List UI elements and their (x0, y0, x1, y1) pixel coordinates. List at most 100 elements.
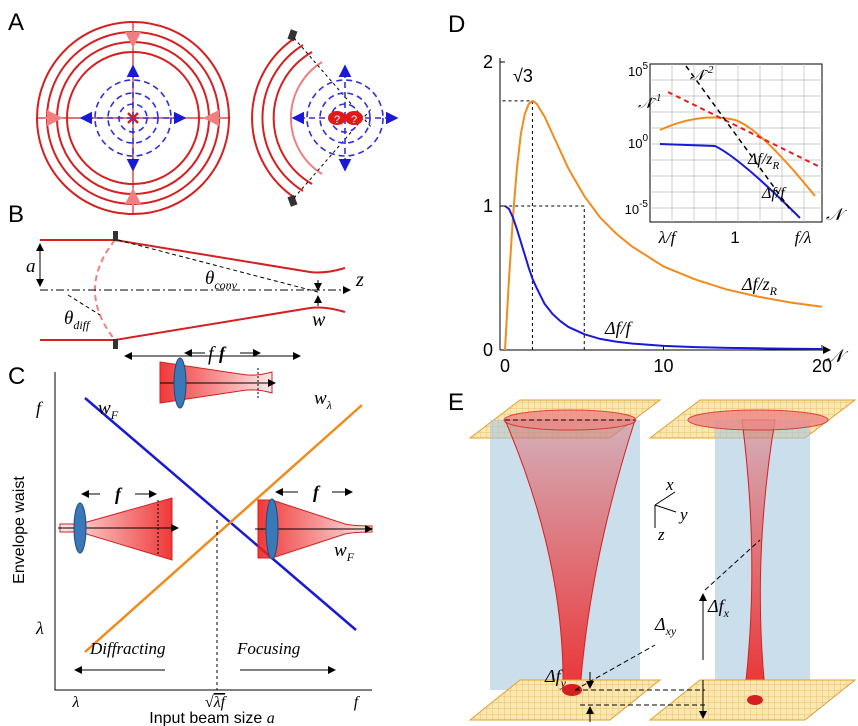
panel-label: B (8, 201, 24, 228)
line-label: wF (98, 398, 119, 422)
arg: λf (213, 694, 228, 711)
y-tick-label: 2 (483, 52, 493, 72)
exp: 0 (642, 133, 648, 144)
inset-y-tick: 105 (628, 61, 648, 79)
guide (574, 539, 761, 706)
question: ? (334, 114, 340, 126)
curve-label: Δf/f (761, 185, 787, 202)
label: Δfx (707, 596, 730, 620)
wavefronts-truncated (251, 37, 323, 199)
y-tick-label: 0 (483, 340, 493, 360)
inset-x-label: 𝒩 (826, 205, 848, 224)
series-label: Δf/zR (741, 274, 778, 298)
axis-label: x (665, 475, 674, 494)
regime: Diffracting (89, 639, 166, 658)
focus (127, 112, 139, 124)
beam (40, 239, 346, 341)
var: a (267, 710, 275, 726)
symbol: w (314, 388, 327, 409)
slope-label: 𝒩-1 (638, 92, 662, 112)
series-label: Δf/f (604, 318, 634, 338)
root: √ (205, 694, 214, 711)
x-tick-label: 20 (812, 356, 832, 376)
sub: y (560, 676, 567, 690)
base: 10 (628, 64, 642, 79)
base: 10 (625, 202, 639, 217)
waist-line (84, 397, 357, 631)
y-axis-label: Envelope waist (11, 476, 28, 584)
edge-rays (293, 37, 373, 199)
inset-x-tick: λ/f (658, 228, 678, 247)
line-label: wλ (314, 388, 332, 412)
x-tick-label: λ (72, 694, 80, 711)
symbol: w (334, 540, 347, 561)
y-tick-label: f (36, 398, 44, 418)
symbol: Δf (544, 666, 564, 686)
base: 10 (628, 136, 642, 151)
panel-a: A ? ? (8, 9, 399, 215)
diffraction (291, 64, 399, 172)
beam-section (687, 409, 829, 431)
symbol: Δ (654, 614, 666, 634)
panel-b: B a θdiff θconv z w f (8, 201, 364, 365)
name: Δf/z (747, 151, 773, 168)
label: f (313, 482, 321, 502)
symbol: Δf (707, 596, 727, 616)
exp: -1 (652, 92, 661, 104)
x-axis-label: Input beam size a (149, 710, 274, 726)
sub: R (769, 284, 778, 298)
x-tick-label: 10 (653, 356, 673, 376)
label: f (219, 343, 227, 363)
aperture (287, 29, 298, 42)
aperture (113, 339, 118, 349)
aperture (287, 194, 298, 207)
guide (500, 205, 585, 350)
axis-label: y (678, 505, 688, 524)
y-tick-label: λ (35, 618, 44, 638)
panel-e: E x y z Δxy Δfx Δfy (448, 389, 857, 722)
label: θdiff (64, 308, 91, 332)
exp: -2 (704, 64, 714, 76)
inset-y-tick: 10-5 (625, 199, 649, 217)
text: Input beam size (149, 710, 262, 726)
inset: 105 100 10-5 λ/f 1 f/λ 𝒩 𝒩-2 𝒩-1 Δf/zR Δ… (625, 61, 848, 247)
axis-label: z (657, 525, 665, 544)
plane (468, 679, 662, 721)
inset-y-tick: 100 (628, 133, 648, 151)
x-tick-label: 0 (500, 356, 510, 376)
base: 𝒩 (638, 96, 657, 112)
exp: -5 (639, 199, 648, 210)
name: Δf/z (741, 274, 770, 294)
diffraction-ray (67, 294, 101, 316)
regime: Focusing (236, 639, 300, 658)
aperture (113, 231, 118, 241)
plane-slice (715, 420, 810, 690)
symbol: w (98, 398, 111, 419)
inset-left: f (58, 484, 179, 561)
waist-line (84, 404, 363, 653)
x-tick-label: √λf (205, 694, 228, 711)
x-tick-label: f (354, 694, 361, 711)
base: 𝒩 (690, 68, 709, 84)
series-line (504, 205, 823, 350)
label: Δxy (654, 614, 677, 638)
label: a (26, 256, 36, 277)
sub: λ (326, 398, 332, 412)
slope-label: 𝒩-2 (690, 64, 714, 84)
label: Δfy (544, 666, 567, 690)
panel-label: C (8, 363, 25, 390)
y-tick-label: 1 (483, 196, 493, 216)
inset-middle: f (159, 343, 276, 409)
inset-right: f wF (255, 482, 373, 564)
panel-label: A (8, 9, 24, 36)
symbol: θ (205, 268, 214, 289)
axes (54, 372, 372, 691)
sub: xy (665, 624, 677, 638)
sub: F (110, 408, 119, 422)
question: ? (351, 114, 357, 126)
sub: R (772, 160, 780, 172)
spot (328, 111, 346, 125)
axes-glyph (654, 491, 677, 528)
panel-c: C f λ Envelope waist λ √λf f Input beam … (8, 343, 373, 726)
